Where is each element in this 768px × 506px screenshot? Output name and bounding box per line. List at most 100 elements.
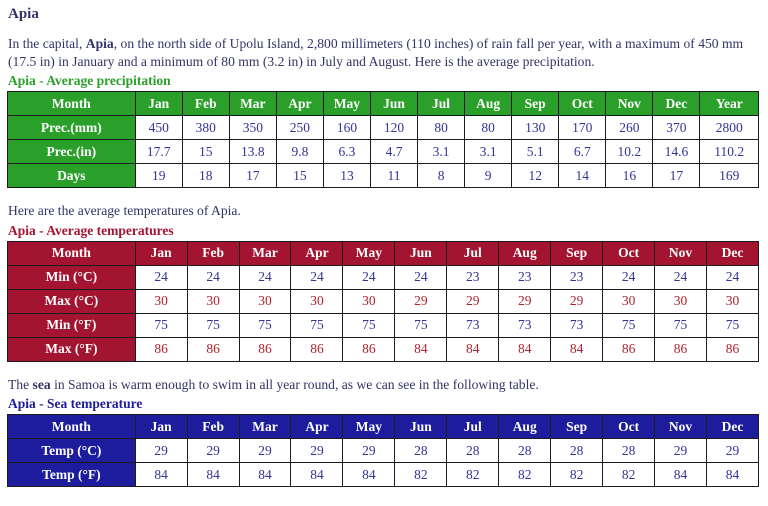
table-cell: 130 — [511, 115, 560, 140]
table-cell: 370 — [652, 115, 701, 140]
header-row: Month Jan Feb Mar Apr May Jun Jul Aug Sep Oct Nov De… — [7, 240, 760, 266]
table-cell: 6.3 — [322, 139, 371, 164]
page: Apia In the capital, Apia, on the north … — [7, 6, 760, 487]
column-header-dec: Dec — [705, 414, 760, 439]
column-header-sep: Sep — [550, 240, 604, 266]
table-cell: 24 — [654, 264, 707, 290]
table-cell: 17 — [228, 163, 277, 188]
row-label: Max (°F) — [7, 336, 136, 362]
table-cell: 75 — [705, 312, 760, 338]
table-cell: 24 — [290, 264, 344, 290]
table-cell: 80 — [417, 115, 466, 140]
table-cell: 73 — [446, 312, 500, 338]
table-cell: 120 — [369, 115, 419, 140]
table-cell: 23 — [498, 264, 552, 290]
table-cell: 29 — [446, 288, 500, 314]
table-cell: 28 — [394, 438, 448, 463]
table-cell: 24 — [394, 264, 448, 290]
table-cell: 30 — [342, 288, 396, 314]
table-cell: 4.7 — [369, 139, 419, 164]
row-label: Prec.(in) — [7, 139, 136, 164]
sea-paragraph: The sea in Samoa is warm enough to swim … — [8, 376, 759, 394]
temperatures-table: Month Jan Feb Mar Apr May Jun Jul Aug Sep Oct Nov De… — [7, 240, 760, 362]
table-cell: 28 — [602, 438, 656, 463]
table-cell: 9.8 — [275, 139, 324, 164]
column-header-jun: Jun — [369, 91, 419, 116]
table-cell: 29 — [238, 438, 292, 463]
page-title: Apia — [8, 6, 39, 22]
column-header-nov: Nov — [605, 91, 654, 116]
table-cell: 84 — [705, 462, 760, 487]
table-row: Min (°F) 75 75 75 75 75 75 73 73 73 75 75 75 — [7, 312, 760, 338]
table-cell: 29 — [394, 288, 448, 314]
table-cell: 260 — [605, 115, 654, 140]
column-header-year: Year — [699, 91, 759, 116]
table-cell: 29 — [550, 288, 604, 314]
table-cell: 75 — [342, 312, 396, 338]
table-cell: 82 — [602, 462, 656, 487]
column-header-month: Month — [7, 414, 136, 439]
table-cell: 2800 — [699, 115, 759, 140]
table-cell: 24 — [134, 264, 188, 290]
table-cell: 30 — [705, 288, 760, 314]
table-cell: 29 — [654, 438, 707, 463]
table-cell: 14.6 — [652, 139, 701, 164]
table-cell: 75 — [394, 312, 448, 338]
table-row: Min (°C) 24 24 24 24 24 24 23 23 23 24 24 24 — [7, 264, 760, 290]
sea-table-caption: Apia - Sea temperature — [8, 396, 143, 411]
column-header-jan: Jan — [134, 240, 188, 266]
column-header-may: May — [342, 240, 396, 266]
header-row: Month Jan Feb Mar Apr May Jun Jul Aug Sep Oct Nov De… — [7, 414, 760, 439]
table-cell: 15 — [181, 139, 230, 164]
column-header-apr: Apr — [290, 414, 344, 439]
column-header-jan: Jan — [134, 91, 183, 116]
column-header-nov: Nov — [654, 240, 707, 266]
table-cell: 3.1 — [464, 139, 513, 164]
row-label: Min (°F) — [7, 312, 136, 338]
table-cell: 30 — [602, 288, 656, 314]
table-cell: 28 — [550, 438, 604, 463]
row-label: Days — [7, 163, 136, 188]
table-cell: 14 — [558, 163, 607, 188]
sea-text-after: in Samoa is warm enough to swim in all y… — [50, 376, 539, 392]
column-header-apr: Apr — [290, 240, 344, 266]
intro-text-after: , on the north side of Upolu Island, 2,8… — [8, 36, 744, 69]
temperatures-table-caption: Apia - Average temperatures — [8, 222, 174, 238]
sea-temperature-table: Month Jan Feb Mar Apr May Jun Jul Aug Sep Oct Nov De… — [7, 414, 760, 487]
table-cell: 30 — [290, 288, 344, 314]
table-cell: 86 — [238, 336, 292, 362]
column-header-jul: Jul — [417, 91, 466, 116]
column-header-aug: Aug — [498, 414, 552, 439]
table-cell: 19 — [134, 163, 183, 188]
table-cell: 13 — [322, 163, 371, 188]
table-cell: 84 — [446, 336, 500, 362]
table-cell: 10.2 — [605, 139, 654, 164]
table-cell: 3.1 — [417, 139, 466, 164]
table-cell: 450 — [134, 115, 183, 140]
table-cell: 84 — [394, 336, 448, 362]
column-header-mar: Mar — [228, 91, 277, 116]
table-cell: 86 — [186, 336, 240, 362]
row-label: Max (°C) — [7, 288, 136, 314]
table-cell: 75 — [134, 312, 188, 338]
table-cell: 110.2 — [699, 139, 759, 164]
table-cell: 82 — [498, 462, 552, 487]
table-cell: 75 — [290, 312, 344, 338]
table-cell: 75 — [654, 312, 707, 338]
column-header-mar: Mar — [238, 414, 292, 439]
table-cell: 24 — [238, 264, 292, 290]
table-cell: 11 — [369, 163, 419, 188]
table-cell: 30 — [238, 288, 292, 314]
column-header-sep: Sep — [511, 91, 560, 116]
table-cell: 84 — [654, 462, 707, 487]
header-row: Month Jan Feb Mar Apr May Jun Jul Aug Sep Oct Nov De… — [7, 91, 759, 116]
table-cell: 170 — [558, 115, 607, 140]
intro-paragraph: In the capital, Apia, on the north side … — [8, 35, 759, 70]
table-cell: 84 — [134, 462, 188, 487]
column-header-dec: Dec — [705, 240, 760, 266]
table-cell: 84 — [238, 462, 292, 487]
column-header-mar: Mar — [238, 240, 292, 266]
table-cell: 30 — [186, 288, 240, 314]
table-cell: 24 — [342, 264, 396, 290]
table-cell: 350 — [228, 115, 277, 140]
